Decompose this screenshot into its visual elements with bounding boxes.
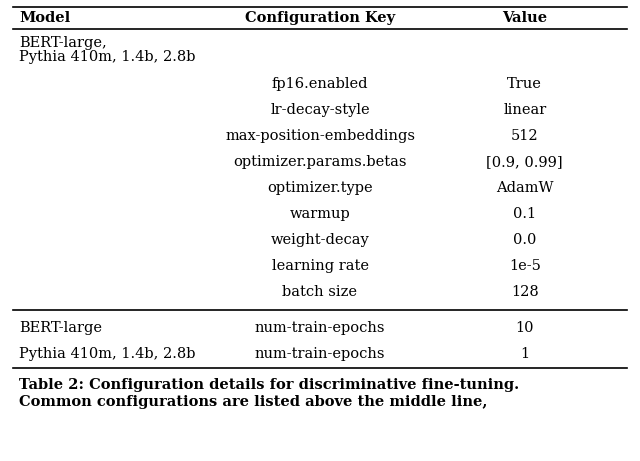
Text: AdamW: AdamW <box>496 181 554 195</box>
Text: batch size: batch size <box>282 285 358 299</box>
Text: num-train-epochs: num-train-epochs <box>255 347 385 361</box>
Text: Configuration Key: Configuration Key <box>245 11 395 25</box>
Text: Pythia 410m, 1.4b, 2.8b: Pythia 410m, 1.4b, 2.8b <box>19 50 196 64</box>
Text: weight-decay: weight-decay <box>271 233 369 247</box>
Text: BERT-large: BERT-large <box>19 321 102 335</box>
Text: 0.1: 0.1 <box>513 207 536 221</box>
Text: num-train-epochs: num-train-epochs <box>255 321 385 335</box>
Text: BERT-large,: BERT-large, <box>19 36 107 50</box>
Text: True: True <box>508 77 542 91</box>
Text: optimizer.type: optimizer.type <box>267 181 373 195</box>
Text: Model: Model <box>19 11 70 25</box>
Text: Table 2: Configuration details for discriminative fine-tuning.: Table 2: Configuration details for discr… <box>19 378 519 392</box>
Text: lr-decay-style: lr-decay-style <box>270 103 370 117</box>
Text: Pythia 410m, 1.4b, 2.8b: Pythia 410m, 1.4b, 2.8b <box>19 347 196 361</box>
Text: [0.9, 0.99]: [0.9, 0.99] <box>486 155 563 169</box>
Text: fp16.enabled: fp16.enabled <box>272 77 368 91</box>
Text: Common configurations are listed above the middle line,: Common configurations are listed above t… <box>19 395 488 409</box>
Text: learning rate: learning rate <box>271 259 369 273</box>
Text: 1: 1 <box>520 347 529 361</box>
Text: max-position-embeddings: max-position-embeddings <box>225 129 415 143</box>
Text: 128: 128 <box>511 285 539 299</box>
Text: optimizer.params.betas: optimizer.params.betas <box>233 155 407 169</box>
Text: 10: 10 <box>516 321 534 335</box>
Text: warmup: warmup <box>290 207 350 221</box>
Text: 1e-5: 1e-5 <box>509 259 541 273</box>
Text: 0.0: 0.0 <box>513 233 536 247</box>
Text: Value: Value <box>502 11 547 25</box>
Text: 512: 512 <box>511 129 539 143</box>
Text: linear: linear <box>503 103 547 117</box>
